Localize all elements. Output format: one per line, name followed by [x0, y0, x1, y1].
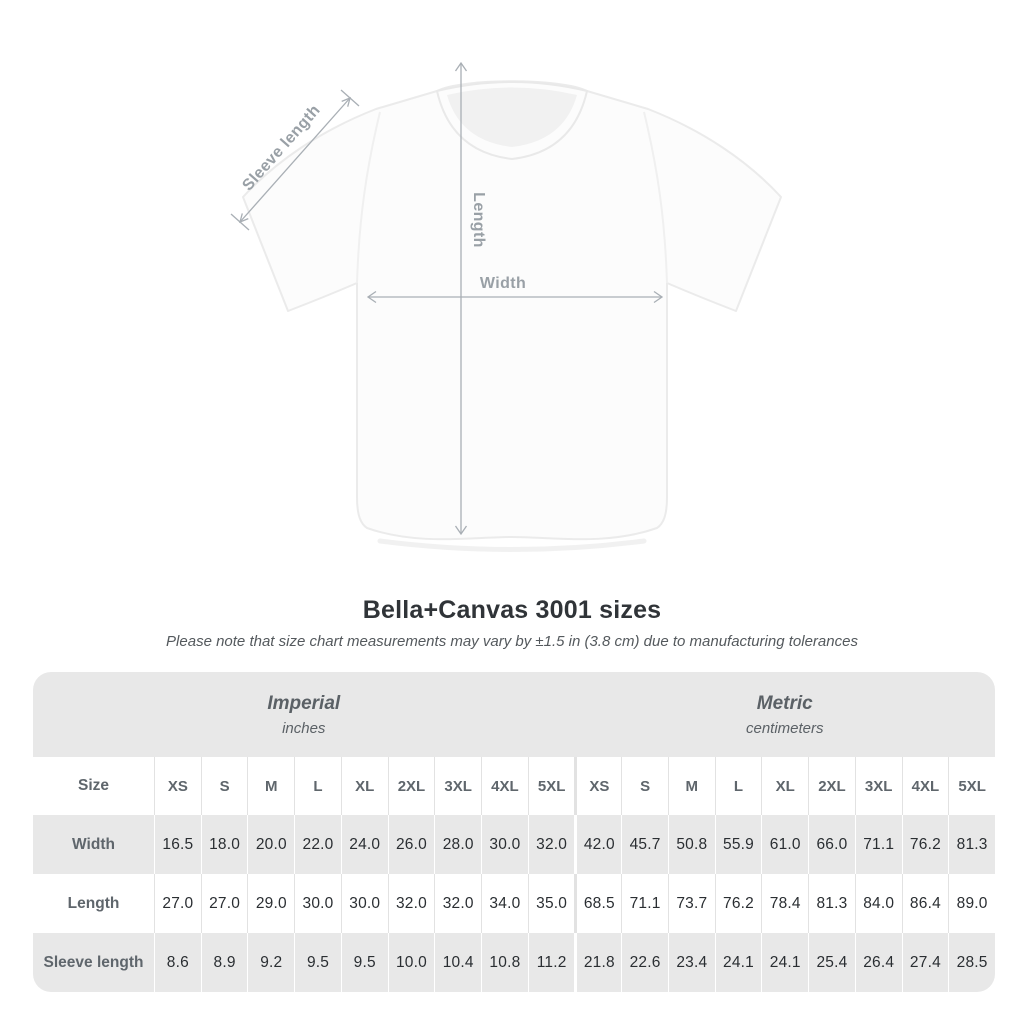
value-cell: 8.9	[200, 933, 248, 992]
row-label-sleeve-length: Sleeve length	[43, 953, 144, 971]
size-col-header: 4XL	[481, 757, 528, 815]
sleeve-length-row: Sleeve length 8.6 8.9 9.2 9.5 9.5 10.0 1…	[33, 933, 995, 992]
size-col-header: XL	[761, 757, 808, 815]
value-cell: 66.0	[808, 815, 855, 874]
metric-section-header: Metric centimeters	[575, 672, 996, 757]
value-cell: 42.0	[574, 815, 621, 874]
size-col-header: M	[667, 757, 715, 815]
value-cell: 32.0	[434, 874, 481, 933]
size-col-header: L	[714, 757, 762, 815]
size-col-header: L	[294, 757, 341, 815]
row-label-length: Length	[67, 894, 120, 912]
metric-section-title: Metric	[756, 692, 813, 714]
value-cell: 45.7	[621, 815, 668, 874]
width-dimension-arrow: Width	[366, 275, 664, 304]
value-cell: 35.0	[527, 874, 575, 933]
size-col-header: 2XL	[808, 757, 855, 815]
value-cell: 30.0	[481, 815, 528, 874]
size-col-header: XL	[340, 757, 388, 815]
value-cell: 9.5	[294, 933, 341, 992]
value-cell: 71.1	[621, 874, 668, 933]
tshirt-illustration	[242, 80, 782, 552]
value-cell: 30.0	[294, 874, 341, 933]
value-cell: 10.4	[434, 933, 481, 992]
width-label: Width	[480, 275, 526, 292]
value-cell: 10.0	[387, 933, 435, 992]
value-cell: 89.0	[948, 874, 995, 933]
size-chart-table: Imperial inches Metric centimeters Size …	[33, 672, 995, 992]
value-cell: 20.0	[247, 815, 294, 874]
value-cell: 16.5	[154, 815, 201, 874]
page-title: Bella+Canvas 3001 sizes	[362, 596, 662, 624]
hem-shadow	[377, 538, 647, 552]
value-cell: 27.4	[901, 933, 949, 992]
value-cell: 27.0	[200, 874, 248, 933]
value-cell: 25.4	[808, 933, 855, 992]
value-cell: 24.1	[714, 933, 762, 992]
value-cell: 9.5	[340, 933, 388, 992]
size-col-header: 5XL	[527, 757, 575, 815]
value-cell: 23.4	[667, 933, 715, 992]
size-col-header: S	[621, 757, 668, 815]
value-cell: 26.0	[387, 815, 435, 874]
value-cell: 32.0	[527, 815, 575, 874]
value-cell: 32.0	[387, 874, 435, 933]
imperial-section-title: Imperial	[267, 692, 341, 714]
value-cell: 8.6	[154, 933, 201, 992]
value-cell: 84.0	[854, 874, 902, 933]
value-cell: 81.3	[948, 815, 995, 874]
heading-block: Bella+Canvas 3001 sizes Please note that…	[0, 596, 1024, 650]
value-cell: 81.3	[808, 874, 855, 933]
length-label: Length	[470, 192, 487, 248]
size-col-header: XS	[574, 757, 621, 815]
size-col-header: 3XL	[854, 757, 902, 815]
value-cell: 73.7	[667, 874, 715, 933]
tolerance-note: Please note that size chart measurements…	[166, 633, 858, 650]
value-cell: 55.9	[714, 815, 762, 874]
value-cell: 21.8	[574, 933, 621, 992]
row-label-width: Width	[72, 835, 115, 853]
size-col-header: 2XL	[387, 757, 435, 815]
value-cell: 68.5	[574, 874, 621, 933]
size-col-header: S	[200, 757, 248, 815]
value-cell: 24.0	[340, 815, 388, 874]
value-cell: 71.1	[854, 815, 902, 874]
table-section-band: Imperial inches Metric centimeters	[33, 672, 995, 757]
metric-section-unit: centimeters	[745, 719, 824, 737]
tshirt-measurement-diagram: Length Width Sleeve length	[230, 61, 782, 552]
value-cell: 76.2	[714, 874, 762, 933]
size-header-label: Size	[77, 777, 109, 794]
neck-opening	[447, 87, 577, 147]
value-cell: 78.4	[761, 874, 808, 933]
value-cell: 86.4	[901, 874, 949, 933]
value-cell: 11.2	[527, 933, 575, 992]
value-cell: 30.0	[340, 874, 388, 933]
value-cell: 24.1	[761, 933, 808, 992]
value-cell: 28.0	[434, 815, 481, 874]
value-cell: 22.0	[294, 815, 341, 874]
width-row: Width 16.5 18.0 20.0 22.0 24.0 26.0 28.0…	[33, 815, 995, 874]
value-cell: 27.0	[154, 874, 201, 933]
imperial-section-unit: inches	[282, 719, 326, 737]
size-header-row: Size XS S M L XL 2XL 3XL 4XL 5XL XS S M …	[33, 757, 995, 815]
value-cell: 29.0	[247, 874, 294, 933]
value-cell: 10.8	[481, 933, 528, 992]
value-cell: 61.0	[761, 815, 808, 874]
size-col-header: M	[247, 757, 294, 815]
value-cell: 34.0	[481, 874, 528, 933]
size-col-header: 5XL	[948, 757, 995, 815]
imperial-section-header: Imperial inches	[33, 672, 575, 757]
size-col-header: 3XL	[434, 757, 481, 815]
value-cell: 50.8	[667, 815, 715, 874]
length-dimension-arrow: Length	[454, 61, 487, 536]
value-cell: 22.6	[621, 933, 668, 992]
value-cell: 26.4	[854, 933, 902, 992]
value-cell: 76.2	[901, 815, 949, 874]
value-cell: 9.2	[247, 933, 294, 992]
size-col-header: XS	[154, 757, 201, 815]
value-cell: 28.5	[948, 933, 995, 992]
size-col-header: 4XL	[901, 757, 949, 815]
value-cell: 18.0	[200, 815, 248, 874]
length-row: Length 27.0 27.0 29.0 30.0 30.0 32.0 32.…	[33, 874, 995, 933]
